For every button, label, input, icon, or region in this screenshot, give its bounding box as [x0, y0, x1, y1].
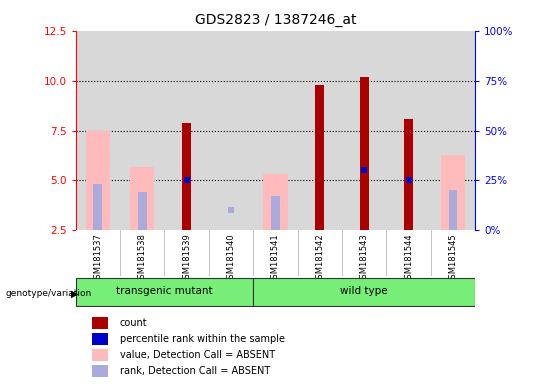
Text: percentile rank within the sample: percentile rank within the sample — [120, 334, 285, 344]
Bar — [92, 349, 109, 361]
Bar — [93, 184, 102, 230]
Text: value, Detection Call = ABSENT: value, Detection Call = ABSENT — [120, 350, 275, 360]
Bar — [315, 84, 324, 230]
Bar — [441, 154, 465, 230]
Text: ▶: ▶ — [71, 289, 79, 299]
Bar — [315, 174, 324, 230]
Text: count: count — [120, 318, 147, 328]
Bar — [404, 119, 413, 230]
Title: GDS2823 / 1387246_at: GDS2823 / 1387246_at — [194, 13, 356, 27]
Bar — [449, 190, 457, 230]
Bar — [130, 167, 154, 230]
FancyBboxPatch shape — [253, 278, 475, 306]
Bar — [182, 122, 191, 230]
Bar — [92, 317, 109, 329]
Bar — [92, 333, 109, 344]
Bar — [263, 174, 288, 230]
Text: rank, Detection Call = ABSENT: rank, Detection Call = ABSENT — [120, 366, 270, 376]
Text: wild type: wild type — [340, 286, 388, 296]
Bar — [271, 197, 280, 230]
Bar — [138, 192, 147, 230]
Text: genotype/variation: genotype/variation — [5, 289, 92, 298]
Text: transgenic mutant: transgenic mutant — [116, 286, 213, 296]
Bar — [86, 131, 110, 230]
Bar — [92, 365, 109, 377]
FancyBboxPatch shape — [76, 278, 253, 306]
Bar — [360, 77, 369, 230]
